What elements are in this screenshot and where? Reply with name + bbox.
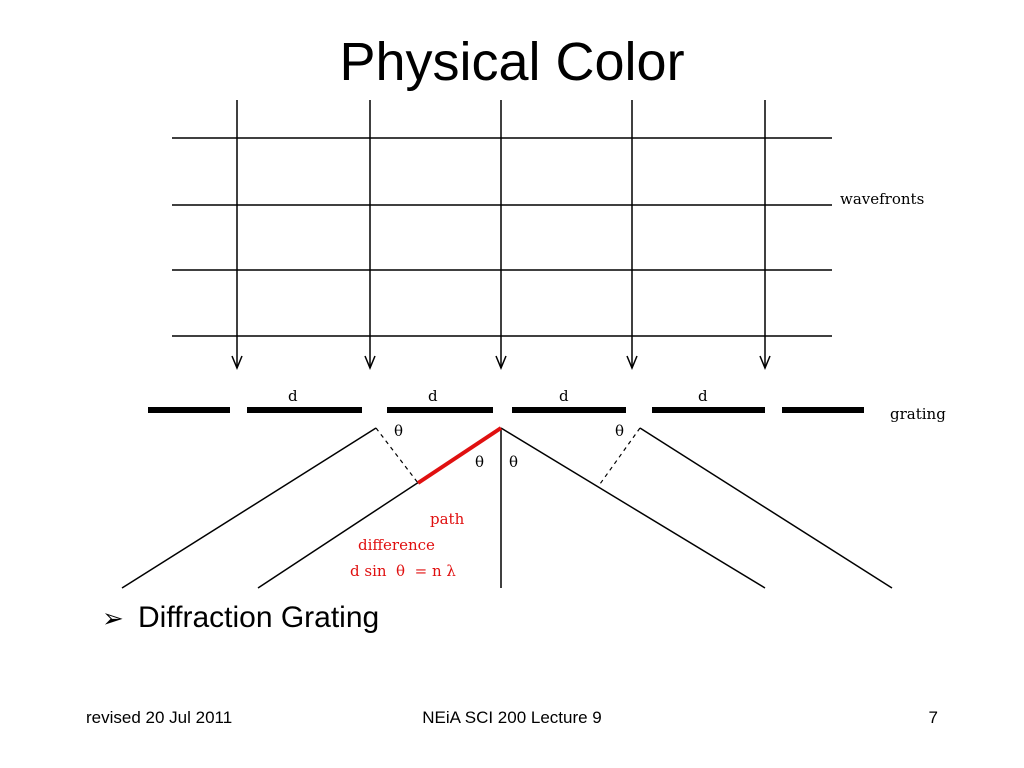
angle-label: θ bbox=[475, 453, 484, 471]
difference-label: difference bbox=[358, 536, 435, 554]
diffracted-ray bbox=[121, 427, 377, 589]
arrowhead bbox=[626, 355, 638, 370]
bullet-text: Diffraction Grating bbox=[138, 601, 380, 634]
angle-label: θ bbox=[394, 422, 403, 440]
diffracted-ray bbox=[639, 427, 893, 589]
arrowhead bbox=[364, 355, 376, 370]
arrowhead bbox=[495, 355, 507, 370]
path-label: path bbox=[430, 510, 465, 528]
spacing-label: d bbox=[428, 387, 438, 405]
footer-course: NEiA SCI 200 Lecture 9 bbox=[422, 708, 602, 727]
arrowhead bbox=[231, 355, 243, 370]
path-difference-segment bbox=[416, 426, 503, 485]
arrowhead bbox=[759, 355, 771, 370]
bullet-item: ➢ Diffraction Grating bbox=[102, 598, 379, 639]
spacing-label: d bbox=[698, 387, 708, 405]
slide-title: Physical Color bbox=[339, 32, 685, 92]
path-difference-formula: d sin θ = n λ bbox=[350, 562, 456, 580]
diffracted-ray bbox=[500, 427, 766, 589]
footer-date: revised 20 Jul 2011 bbox=[86, 708, 233, 727]
perpendicular-dashed bbox=[375, 427, 419, 484]
angle-label: θ bbox=[509, 453, 518, 471]
slide-number: 7 bbox=[928, 708, 938, 727]
diffraction-grating-diagram: wavefronts grating d d d d θ θ θ θ path … bbox=[121, 100, 946, 589]
grating-label: grating bbox=[890, 405, 946, 423]
angle-label: θ bbox=[615, 422, 624, 440]
spacing-label: d bbox=[559, 387, 569, 405]
bullet-arrow-icon: ➢ bbox=[102, 604, 124, 634]
wavefronts-label: wavefronts bbox=[840, 190, 924, 208]
spacing-label: d bbox=[288, 387, 298, 405]
perpendicular-dashed bbox=[599, 427, 641, 485]
